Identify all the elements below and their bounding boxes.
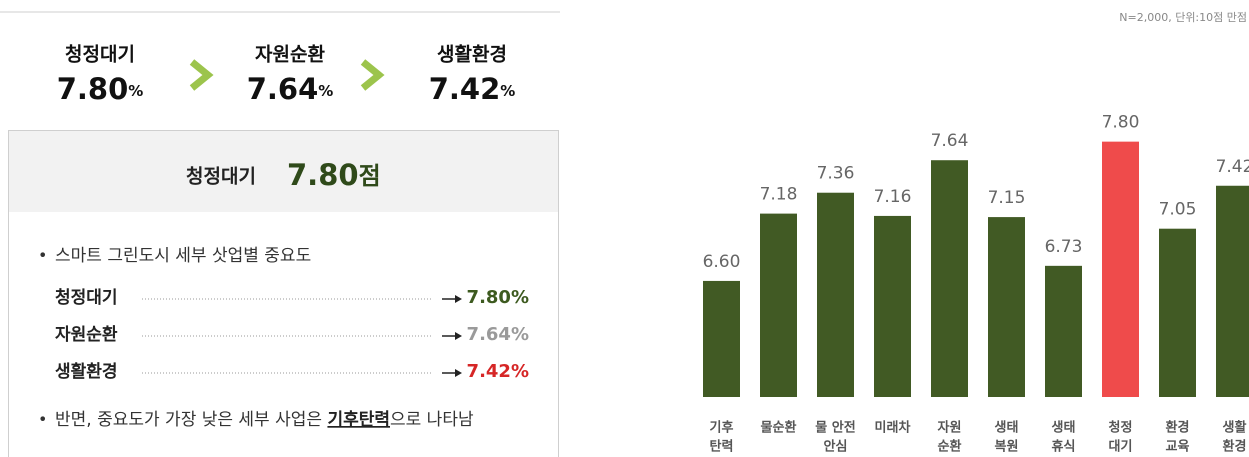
x-tick-label: 기후 <box>710 420 734 436</box>
x-tick-label: 생태 <box>995 421 1019 436</box>
chart-note: N=2,000, 단위:10점 만점 <box>1119 11 1247 24</box>
box-title: 청정대기 <box>186 166 256 188</box>
bullet: • <box>38 246 47 265</box>
arrow-head <box>455 295 462 303</box>
box-value: 7.80점 <box>287 158 381 192</box>
value-label: 7.36 <box>817 164 855 184</box>
bar <box>1159 228 1196 397</box>
flow-value-unit: % <box>500 82 515 100</box>
x-tick-label: 환경 <box>1223 439 1247 455</box>
bullet-text-part: 반면, 중요도가 가장 낮은 세부 사업은 <box>55 410 327 430</box>
flow-value: 7.80% <box>57 72 144 106</box>
box-value-number: 7.80 <box>287 158 359 192</box>
flow-value-number: 7.64 <box>247 72 319 106</box>
flow-label: 청정대기 <box>65 44 135 66</box>
box-header <box>9 131 558 212</box>
box-value-unit: 점 <box>359 162 381 190</box>
x-tick-label: 물순환 <box>761 420 797 436</box>
value-label: 7.18 <box>760 185 798 205</box>
flow-value-number: 7.42 <box>429 72 501 106</box>
x-tick-label: 자원 <box>938 421 962 436</box>
x-tick-label: 교육 <box>1166 439 1190 455</box>
x-tick-label: 복원 <box>995 440 1019 455</box>
bar <box>931 160 968 397</box>
bullet-emphasis: 기후탄력 <box>327 409 390 430</box>
bar <box>760 213 797 397</box>
value-label: 7.05 <box>1159 200 1197 220</box>
bar <box>1216 185 1249 397</box>
flow-value-unit: % <box>128 82 143 100</box>
arrow-head <box>455 369 462 377</box>
x-tick-label: 대기 <box>1109 440 1133 455</box>
row-value: 7.80% <box>467 287 529 308</box>
bar <box>1045 265 1082 397</box>
row-name: 자원순환 <box>55 325 118 345</box>
flow-value: 7.64% <box>247 72 334 106</box>
x-tick-label: 휴식 <box>1052 439 1076 455</box>
x-tick-label: 물 안전 <box>815 420 855 436</box>
bullet-text: 스마트 그린도시 세부 삿업별 중요도 <box>55 246 311 266</box>
bar <box>817 192 854 397</box>
x-tick-label: 생태 <box>1052 421 1076 436</box>
row-name: 생활환경 <box>55 361 118 382</box>
value-label: 7.16 <box>874 187 912 207</box>
bar <box>1102 141 1139 397</box>
value-label: 6.60 <box>703 252 741 272</box>
arrow-head <box>455 332 462 340</box>
chevron <box>189 59 214 91</box>
x-tick-label: 청정 <box>1109 420 1133 436</box>
x-tick-label: 환경 <box>1166 420 1190 436</box>
bullet-text-part: 으로 나타남 <box>390 410 474 430</box>
row-name: 청정대기 <box>55 287 118 308</box>
row-value: 7.64% <box>467 324 529 345</box>
chevron <box>360 59 385 91</box>
flow-value-unit: % <box>318 82 333 100</box>
x-tick-label: 안심 <box>824 439 848 455</box>
x-tick-label: 탄력 <box>710 439 734 455</box>
bullet: • <box>38 410 47 429</box>
flow-value: 7.42% <box>429 72 516 106</box>
flow-value-number: 7.80 <box>57 72 129 106</box>
bar <box>874 215 911 397</box>
x-tick-label: 생활 <box>1223 420 1247 436</box>
row-value: 7.42% <box>467 361 529 382</box>
value-label: 6.73 <box>1045 237 1083 257</box>
x-tick-label: 순환 <box>938 439 962 455</box>
flow-label: 자원순환 <box>255 44 325 66</box>
value-label: 7.42 <box>1216 157 1249 177</box>
value-label: 7.80 <box>1102 113 1140 133</box>
x-tick-label: 미래차 <box>875 420 911 436</box>
flow-label: 생활환경 <box>437 44 507 66</box>
bullet-text: 반면, 중요도가 가장 낮은 세부 사업은 기후탄력으로 나타남 <box>55 409 474 430</box>
bar <box>988 217 1025 397</box>
bar <box>703 280 740 397</box>
value-label: 7.64 <box>931 131 969 151</box>
value-label: 7.15 <box>988 188 1026 208</box>
